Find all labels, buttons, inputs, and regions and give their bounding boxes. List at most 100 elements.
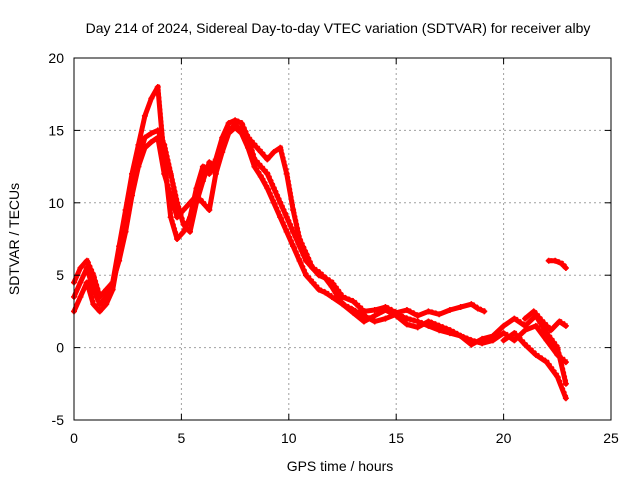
plot-frame <box>73 57 612 421</box>
data-point-marker <box>562 359 569 366</box>
data-point-marker <box>174 236 181 242</box>
data-point-marker <box>414 324 421 331</box>
data-point-marker <box>360 312 367 319</box>
y-tick-label: 0 <box>56 340 64 356</box>
data-point-marker <box>96 308 103 315</box>
data-point-marker <box>296 236 303 242</box>
data-point-marker <box>96 301 103 308</box>
data-point-marker <box>154 134 161 141</box>
data-point-marker <box>403 321 410 328</box>
data-point-marker <box>562 395 569 402</box>
data-point-marker <box>382 306 389 313</box>
data-point-marker <box>543 359 550 366</box>
data-point-marker <box>161 170 168 177</box>
data-point-marker <box>414 318 421 325</box>
y-tick-label: 15 <box>48 122 64 138</box>
data-point-marker <box>90 301 97 308</box>
data-point-marker <box>225 127 232 134</box>
x-tick-label: 20 <box>496 430 512 446</box>
data-point-marker <box>446 306 453 313</box>
data-point-marker <box>315 269 322 276</box>
data-point-marker <box>283 214 290 221</box>
data-point-marker <box>545 257 552 264</box>
data-point-marker <box>83 264 90 271</box>
data-point-marker <box>77 279 84 286</box>
data-point-marker <box>446 327 453 334</box>
data-point-marker <box>103 301 110 308</box>
data-point-marker <box>562 264 569 271</box>
data-point-marker <box>309 279 316 286</box>
data-point-marker <box>322 275 329 282</box>
data-point-marker <box>199 163 206 170</box>
data-point-marker <box>371 312 378 319</box>
data-point-marker <box>257 173 264 180</box>
data-point-marker <box>193 192 200 199</box>
data-point-marker <box>161 141 168 148</box>
data-point-marker <box>474 305 481 312</box>
data-point-marker <box>141 112 148 119</box>
data-point-marker <box>141 144 148 151</box>
data-point-marker <box>552 257 559 264</box>
data-point-marker <box>350 309 357 316</box>
data-series <box>71 83 569 402</box>
data-point-marker <box>257 163 264 170</box>
data-point-marker <box>489 333 496 340</box>
data-point-marker <box>83 257 90 264</box>
data-point-marker <box>296 257 303 264</box>
data-point-marker <box>199 199 206 206</box>
data-point-marker <box>180 221 187 228</box>
data-point-marker <box>479 335 486 342</box>
data-point-marker <box>554 344 561 351</box>
data-point-marker <box>302 250 309 257</box>
data-point-marker <box>116 257 123 264</box>
data-point-marker <box>283 228 290 235</box>
x-tick-label: 10 <box>281 430 297 446</box>
data-point-marker <box>257 149 264 156</box>
data-point-marker <box>547 327 554 334</box>
data-point-marker <box>277 144 284 151</box>
data-point-marker <box>186 228 193 235</box>
data-point-marker <box>219 141 226 148</box>
x-tick-label: 25 <box>603 430 619 446</box>
data-point-marker <box>554 373 561 380</box>
data-point-marker <box>148 138 155 145</box>
data-point-marker <box>283 170 290 177</box>
data-point-marker <box>141 134 148 141</box>
data-point-marker <box>500 330 507 337</box>
series-line-track-b <box>71 125 569 365</box>
series-line-overlay-track-c <box>74 122 569 383</box>
data-point-marker <box>500 322 507 329</box>
data-point-marker <box>543 330 550 337</box>
data-point-marker <box>148 130 155 137</box>
data-point-marker <box>556 318 563 325</box>
y-tick-label: -5 <box>52 412 65 428</box>
data-point-marker <box>530 308 537 315</box>
data-point-marker <box>225 120 232 127</box>
data-point-marker <box>206 207 213 214</box>
data-point-marker <box>436 311 443 318</box>
data-point-marker <box>270 199 277 206</box>
series-line-overlay-track-f <box>550 258 569 268</box>
data-point-marker <box>360 318 367 325</box>
axis-ticks: 0 5 10 15 20 25 -5 0 5 10 15 20 <box>48 50 619 446</box>
data-point-marker <box>122 228 129 235</box>
data-point-marker <box>532 322 539 329</box>
x-tick-label: 15 <box>388 430 404 446</box>
data-point-marker <box>270 185 277 192</box>
data-point-marker <box>264 185 271 192</box>
data-point-marker <box>302 272 309 279</box>
data-point-marker <box>199 178 206 185</box>
data-point-marker <box>522 322 529 329</box>
data-point-marker <box>290 228 297 235</box>
data-point-marker <box>167 192 174 199</box>
data-point-marker <box>154 83 161 90</box>
data-point-marker <box>371 318 378 325</box>
data-point-marker <box>481 308 488 315</box>
data-point-marker <box>457 333 464 340</box>
data-point-marker <box>511 315 518 322</box>
data-point-marker <box>154 127 161 134</box>
data-point-marker <box>251 163 258 170</box>
y-tick-label: 10 <box>48 195 64 211</box>
data-point-marker <box>180 207 187 214</box>
